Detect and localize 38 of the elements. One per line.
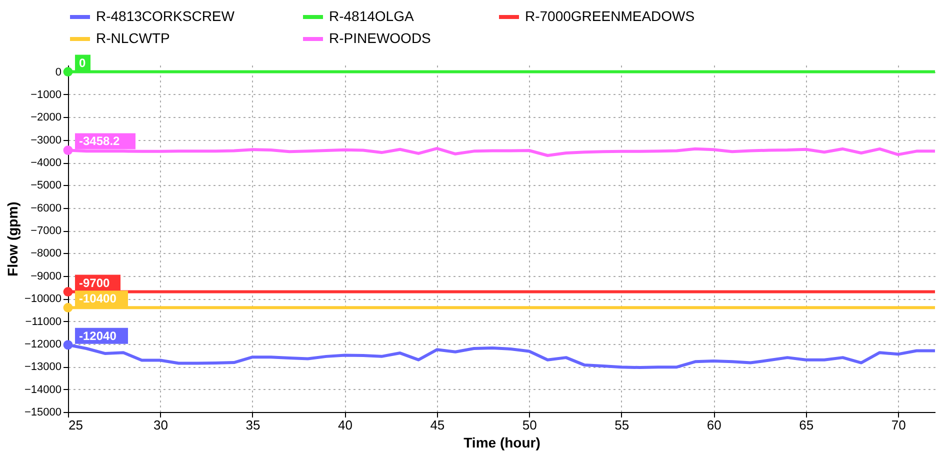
x-tick-label: 45 xyxy=(430,418,445,432)
y-tick-label: −15000 xyxy=(24,406,62,418)
data-label: -3458.2 xyxy=(79,134,120,148)
legend-label: R-4814OLGA xyxy=(329,8,414,24)
y-tick-label: −1000 xyxy=(30,88,62,101)
legend-label: R-7000GREENMEADOWS xyxy=(525,8,695,24)
x-tick-label: 65 xyxy=(799,418,814,432)
y-tick-label: −12000 xyxy=(24,338,62,350)
x-tick-label: 25 xyxy=(68,418,83,432)
data-label: -9700 xyxy=(79,276,110,290)
y-tick-label: 0 xyxy=(55,66,62,78)
y-tick-label: −5000 xyxy=(30,180,62,192)
y-tick-label: −3000 xyxy=(30,134,62,146)
x-tick-label: 60 xyxy=(706,418,722,432)
legend-label: R-NLCWTP xyxy=(96,30,170,46)
y-axis-title: Flow (gpm) xyxy=(4,202,20,276)
x-tick-label: 50 xyxy=(522,418,537,432)
y-tick-label: −14000 xyxy=(24,384,62,396)
x-tick-label: 30 xyxy=(154,418,168,432)
x-axis-title: Time (hour) xyxy=(464,434,540,450)
x-tick-label: 35 xyxy=(246,418,260,432)
y-tick-label: −4000 xyxy=(30,157,62,170)
data-label: -12040 xyxy=(79,328,117,343)
y-tick-label: −13000 xyxy=(24,361,62,374)
y-tick-label: −11000 xyxy=(25,316,62,328)
data-label: 0 xyxy=(79,56,86,70)
x-tick-label: 70 xyxy=(891,418,906,432)
y-tick-label: −8000 xyxy=(30,248,62,260)
y-tick-label: −10000 xyxy=(24,293,62,306)
legend-label: R-PINEWOODS xyxy=(329,30,431,46)
data-label: -10400 xyxy=(79,292,117,306)
y-tick-label: −7000 xyxy=(30,225,62,238)
y-tick-label: −6000 xyxy=(30,202,62,214)
y-tick-label: −2000 xyxy=(30,112,62,124)
x-tick-label: 55 xyxy=(614,418,630,432)
legend-label: R-4813CORKSCREW xyxy=(96,8,236,24)
x-tick-label: 40 xyxy=(338,418,352,432)
y-tick-label: −9000 xyxy=(30,270,62,282)
